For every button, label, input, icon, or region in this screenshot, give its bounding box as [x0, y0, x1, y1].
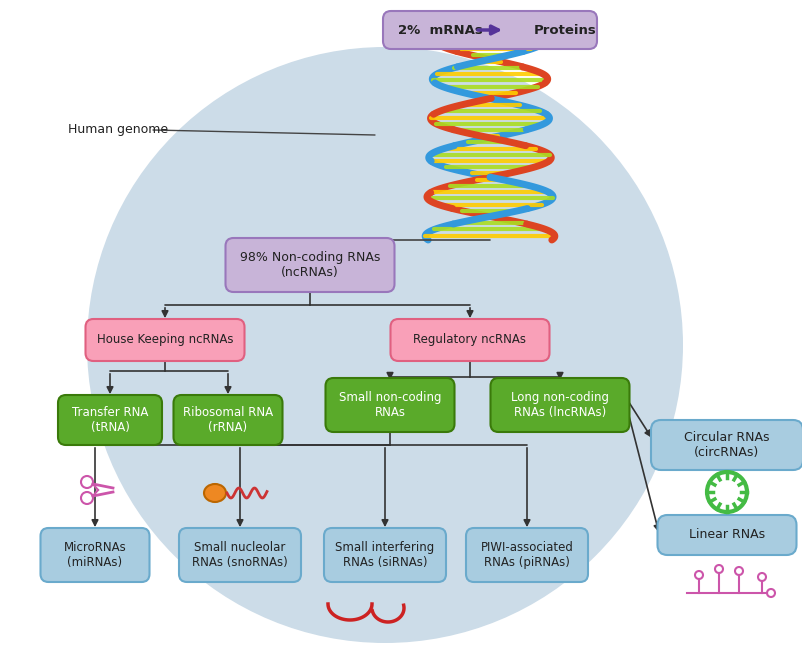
Text: Regulatory ncRNAs: Regulatory ncRNAs	[413, 334, 526, 346]
FancyBboxPatch shape	[325, 378, 454, 432]
Text: Long non-coding
RNAs (lncRNAs): Long non-coding RNAs (lncRNAs)	[510, 391, 608, 419]
FancyBboxPatch shape	[657, 515, 796, 555]
FancyBboxPatch shape	[650, 420, 802, 470]
Circle shape	[87, 47, 683, 643]
Ellipse shape	[204, 484, 225, 502]
Text: PIWI-associated
RNAs (piRNAs): PIWI-associated RNAs (piRNAs)	[480, 541, 573, 569]
FancyBboxPatch shape	[465, 528, 587, 582]
FancyBboxPatch shape	[40, 528, 149, 582]
Text: Small non-coding
RNAs: Small non-coding RNAs	[338, 391, 441, 419]
Text: Transfer RNA
(tRNA): Transfer RNA (tRNA)	[71, 406, 148, 434]
Text: Proteins: Proteins	[533, 23, 596, 37]
FancyBboxPatch shape	[323, 528, 445, 582]
FancyBboxPatch shape	[383, 11, 596, 49]
FancyBboxPatch shape	[85, 319, 244, 361]
FancyBboxPatch shape	[173, 395, 282, 445]
Text: Ribosomal RNA
(rRNA): Ribosomal RNA (rRNA)	[183, 406, 273, 434]
FancyBboxPatch shape	[58, 395, 162, 445]
Text: MicroRNAs
(miRNAs): MicroRNAs (miRNAs)	[63, 541, 126, 569]
FancyBboxPatch shape	[390, 319, 549, 361]
Text: House Keeping ncRNAs: House Keeping ncRNAs	[96, 334, 233, 346]
Text: Small interfering
RNAs (siRNAs): Small interfering RNAs (siRNAs)	[335, 541, 434, 569]
FancyBboxPatch shape	[490, 378, 629, 432]
FancyBboxPatch shape	[225, 238, 394, 292]
Text: 98% Non-coding RNAs
(ncRNAs): 98% Non-coding RNAs (ncRNAs)	[240, 251, 379, 279]
Text: Small nucleolar
RNAs (snoRNAs): Small nucleolar RNAs (snoRNAs)	[192, 541, 287, 569]
Text: 2%  mRNAs: 2% mRNAs	[397, 23, 482, 37]
Text: Linear RNAs: Linear RNAs	[688, 529, 764, 541]
Text: Human genome: Human genome	[68, 124, 168, 136]
Text: Circular RNAs
(circRNAs): Circular RNAs (circRNAs)	[683, 431, 769, 459]
FancyBboxPatch shape	[179, 528, 301, 582]
